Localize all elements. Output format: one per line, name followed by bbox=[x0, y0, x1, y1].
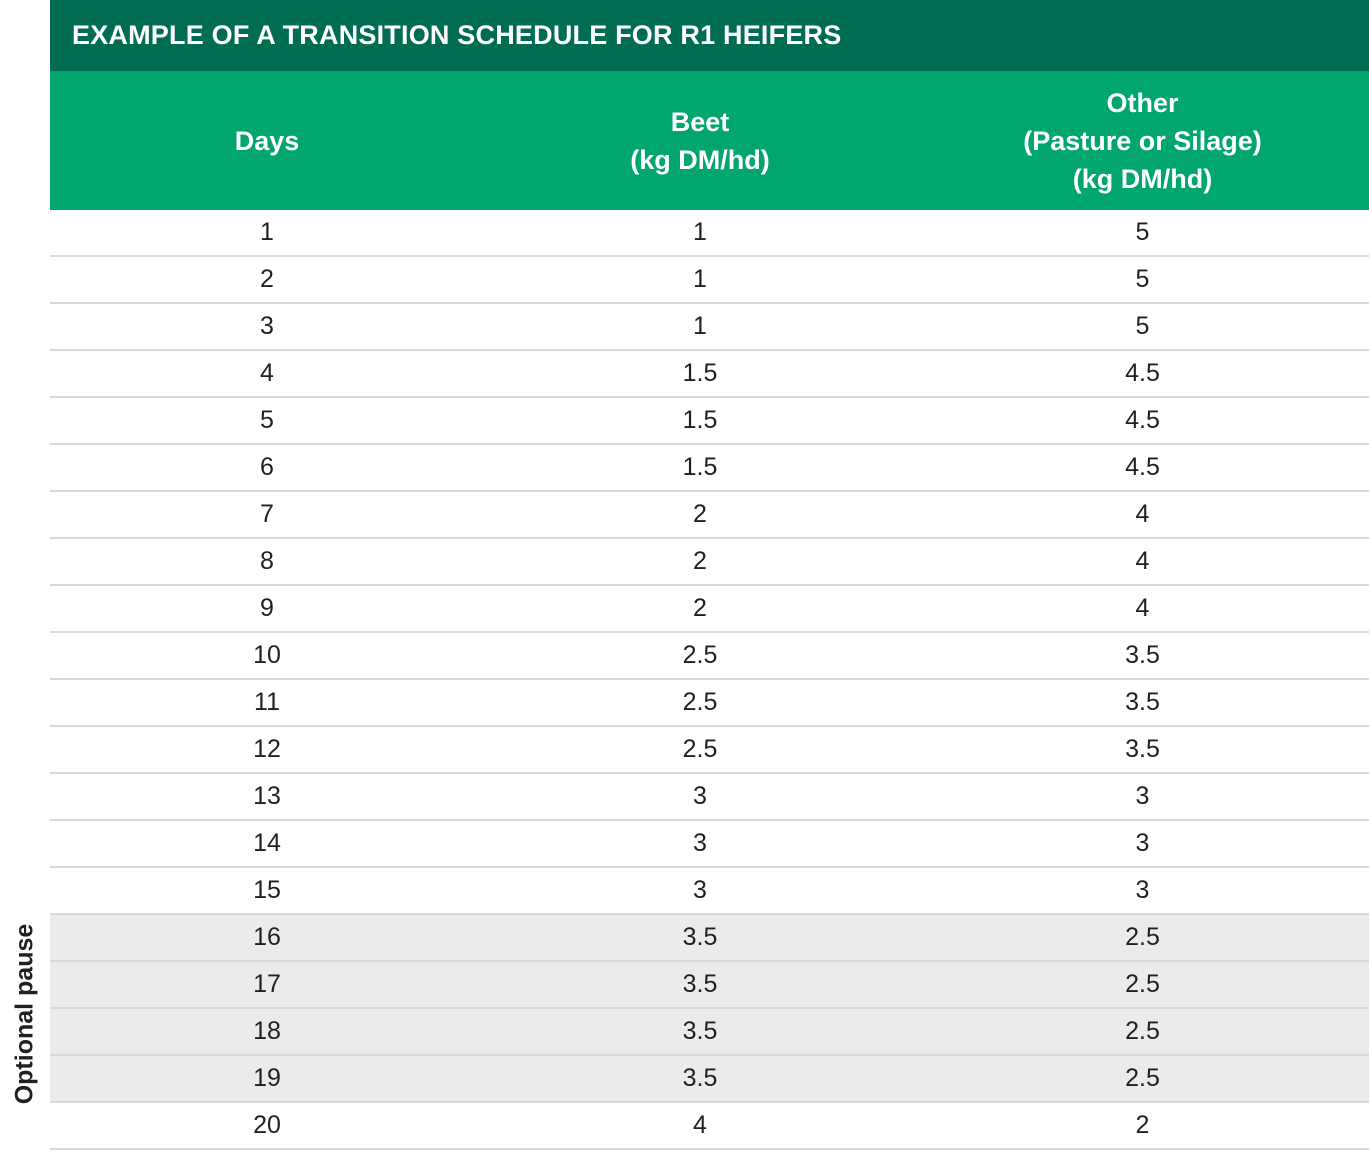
cell-other: 2.5 bbox=[1125, 970, 1160, 998]
table-row: 1 1 5 bbox=[50, 210, 1369, 257]
cell-other: 4 bbox=[1135, 547, 1150, 575]
cell-other: 5 bbox=[1135, 312, 1150, 340]
table-row: 13 3 3 bbox=[50, 774, 1369, 821]
cell-day: 1 bbox=[260, 218, 274, 246]
cell-beet: 1.5 bbox=[682, 359, 718, 387]
table-row: 7 2 4 bbox=[50, 492, 1369, 539]
table-title: EXAMPLE OF A TRANSITION SCHEDULE FOR R1 … bbox=[50, 0, 1369, 71]
cell-day: 8 bbox=[260, 547, 274, 575]
cell-beet: 3.5 bbox=[682, 1017, 718, 1045]
header-other-line-3: (kg DM/hd) bbox=[1072, 163, 1213, 194]
cell-beet: 3.5 bbox=[682, 1064, 718, 1092]
cell-day: 5 bbox=[260, 406, 274, 434]
cell-beet: 1.5 bbox=[682, 406, 718, 434]
cell-beet: 3 bbox=[693, 782, 707, 810]
cell-other: 2.5 bbox=[1125, 1017, 1160, 1045]
cell-day: 12 bbox=[253, 735, 281, 763]
cell-beet: 2 bbox=[693, 594, 707, 622]
cell-other: 2.5 bbox=[1125, 923, 1160, 951]
cell-other: 2 bbox=[1135, 1111, 1150, 1139]
header-other-line-2: (Pasture or Silage) bbox=[1023, 125, 1262, 156]
table-row: 5 1.5 4.5 bbox=[50, 398, 1369, 445]
cell-other: 4 bbox=[1135, 500, 1150, 528]
cell-beet: 3 bbox=[693, 876, 707, 904]
cell-beet: 2.5 bbox=[682, 735, 718, 763]
table-row: 4 1.5 4.5 bbox=[50, 351, 1369, 398]
cell-other: 3.5 bbox=[1125, 641, 1160, 669]
cell-day: 16 bbox=[253, 923, 281, 951]
cell-other: 3.5 bbox=[1125, 735, 1160, 763]
table-row: 18 3.5 2.5 bbox=[50, 1009, 1369, 1056]
cell-beet: 1.5 bbox=[682, 453, 718, 481]
cell-other: 4 bbox=[1135, 594, 1150, 622]
cell-beet: 3 bbox=[693, 829, 707, 857]
header-days-line: Days bbox=[234, 125, 300, 156]
cell-day: 6 bbox=[260, 453, 274, 481]
table-row: 15 3 3 bbox=[50, 868, 1369, 915]
header-days: Days bbox=[50, 71, 484, 210]
cell-day: 17 bbox=[253, 970, 281, 998]
header-other: Other (Pasture or Silage) (kg DM/hd) bbox=[916, 71, 1369, 210]
cell-day: 19 bbox=[253, 1064, 281, 1092]
table-row: 14 3 3 bbox=[50, 821, 1369, 868]
cell-day: 2 bbox=[260, 265, 274, 293]
transition-schedule-table: EXAMPLE OF A TRANSITION SCHEDULE FOR R1 … bbox=[50, 0, 1369, 1150]
cell-day: 15 bbox=[253, 876, 281, 904]
table-row: 17 3.5 2.5 bbox=[50, 962, 1369, 1009]
header-beet: Beet (kg DM/hd) bbox=[484, 71, 916, 210]
cell-beet: 3.5 bbox=[682, 970, 718, 998]
cell-other: 3 bbox=[1135, 876, 1150, 904]
header-other-line-1: Other bbox=[1106, 87, 1179, 118]
cell-beet: 4 bbox=[693, 1111, 707, 1139]
cell-beet: 2.5 bbox=[682, 641, 718, 669]
table-body: 1 1 5 2 1 5 3 1 5 4 1.5 4.5 5 1.5 4.5 6 1.5 4.5 7 2 4 8 2 4 9 2 4 1… bbox=[50, 210, 1369, 1150]
cell-day: 3 bbox=[260, 312, 274, 340]
table-row: 10 2.5 3.5 bbox=[50, 633, 1369, 680]
cell-day: 9 bbox=[260, 594, 274, 622]
cell-day: 18 bbox=[253, 1017, 281, 1045]
table-row: 9 2 4 bbox=[50, 586, 1369, 633]
cell-other: 3 bbox=[1135, 829, 1150, 857]
cell-beet: 2 bbox=[693, 500, 707, 528]
table-row: 19 3.5 2.5 bbox=[50, 1056, 1369, 1103]
cell-day: 20 bbox=[253, 1111, 281, 1139]
table-row: 16 3.5 2.5 bbox=[50, 915, 1369, 962]
cell-other: 2.5 bbox=[1125, 1064, 1160, 1092]
optional-pause-label-container: Optional pause bbox=[0, 918, 50, 1110]
cell-other: 4.5 bbox=[1125, 453, 1160, 481]
table-row: 2 1 5 bbox=[50, 257, 1369, 304]
cell-beet: 2 bbox=[693, 547, 707, 575]
table-row: 11 2.5 3.5 bbox=[50, 680, 1369, 727]
table-row: 8 2 4 bbox=[50, 539, 1369, 586]
table-row: 6 1.5 4.5 bbox=[50, 445, 1369, 492]
header-beet-line-1: Beet bbox=[670, 106, 730, 137]
header-beet-line-2: (kg DM/hd) bbox=[630, 144, 770, 175]
table-header-row: Days Beet (kg DM/hd) Other (Pasture or S… bbox=[50, 71, 1369, 210]
cell-day: 11 bbox=[254, 688, 280, 716]
cell-other: 4.5 bbox=[1125, 359, 1160, 387]
cell-beet: 1 bbox=[693, 265, 707, 293]
cell-other: 5 bbox=[1135, 218, 1150, 246]
optional-pause-label: Optional pause bbox=[10, 923, 39, 1105]
cell-day: 13 bbox=[253, 782, 281, 810]
cell-beet: 3.5 bbox=[682, 923, 718, 951]
cell-other: 3 bbox=[1135, 782, 1150, 810]
cell-day: 14 bbox=[253, 829, 281, 857]
cell-beet: 1 bbox=[693, 218, 707, 246]
table-row: 20 4 2 bbox=[50, 1103, 1369, 1150]
cell-other: 5 bbox=[1135, 265, 1150, 293]
table-row: 3 1 5 bbox=[50, 304, 1369, 351]
cell-other: 3.5 bbox=[1125, 688, 1160, 716]
cell-beet: 1 bbox=[693, 312, 707, 340]
cell-beet: 2.5 bbox=[682, 688, 718, 716]
cell-other: 4.5 bbox=[1125, 406, 1160, 434]
cell-day: 10 bbox=[253, 641, 281, 669]
cell-day: 4 bbox=[260, 359, 274, 387]
cell-day: 7 bbox=[260, 500, 274, 528]
table-row: 12 2.5 3.5 bbox=[50, 727, 1369, 774]
